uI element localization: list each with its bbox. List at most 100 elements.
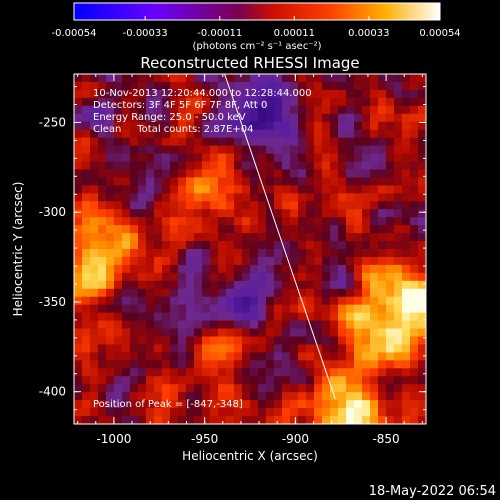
heatmap-cell (274, 113, 283, 123)
heatmap-cell (82, 408, 91, 417)
heatmap-cell (90, 241, 99, 250)
heatmap-cell (266, 129, 275, 139)
heatmap-cell (194, 280, 203, 290)
heatmap-cell (170, 89, 179, 99)
heatmap-cell (162, 408, 171, 417)
heatmap-cell (402, 304, 411, 314)
heatmap-cell (290, 336, 299, 346)
y-tick-label: -350 (39, 295, 66, 309)
heatmap-cell (250, 201, 259, 210)
heatmap-cell (194, 153, 203, 163)
heatmap-cell (418, 89, 426, 99)
heatmap-cell (402, 376, 411, 385)
heatmap-cell (218, 177, 227, 186)
heatmap-cell (194, 344, 203, 353)
heatmap-cell (98, 137, 107, 147)
heatmap-cell (386, 376, 395, 385)
heatmap-cell (410, 280, 419, 290)
heatmap-cell (298, 256, 307, 266)
heatmap-cell (274, 161, 283, 171)
heatmap-cell (82, 241, 91, 250)
heatmap-cell (250, 193, 259, 202)
colorbar-tick-label: 0.00011 (274, 28, 315, 39)
heatmap-cell (370, 89, 379, 99)
heatmap-cell (170, 256, 179, 266)
heatmap-cell (346, 328, 355, 338)
heatmap-cell (178, 185, 187, 194)
heatmap-cell (194, 360, 203, 369)
heatmap-cell (354, 280, 363, 290)
heatmap-cell (74, 185, 83, 194)
heatmap-cell (298, 105, 307, 115)
heatmap-cell (90, 360, 99, 369)
heatmap-cell (274, 105, 283, 115)
heatmap-cell (202, 185, 211, 194)
heatmap-cell (282, 376, 291, 385)
heatmap-cell (362, 145, 371, 155)
heatmap-cell (354, 264, 363, 274)
heatmap-cell (82, 129, 91, 139)
heatmap-cell (130, 304, 139, 314)
heatmap-cell (418, 400, 426, 409)
colorbar: -0.00054 -0.00033 -0.00011 0.00011 0.00033 0.… (52, 2, 461, 52)
heatmap-cell (338, 105, 347, 115)
heatmap-cell (250, 336, 259, 346)
heatmap-cell (378, 328, 387, 338)
heatmap-cell (378, 288, 387, 298)
heatmap-cell (362, 129, 371, 139)
heatmap-cell (370, 217, 379, 226)
heatmap-cell (154, 368, 163, 377)
heatmap-cell (146, 384, 155, 393)
heatmap-cell (74, 384, 83, 393)
heatmap-cell (322, 288, 331, 298)
heatmap-cell (162, 360, 171, 369)
heatmap-cell (138, 209, 147, 218)
heatmap-cell (130, 392, 139, 401)
heatmap-cell (98, 185, 107, 194)
heatmap-cell (410, 288, 419, 298)
heatmap-cell (234, 145, 243, 155)
heatmap-cell (298, 169, 307, 178)
heatmap-cell (82, 400, 91, 409)
heatmap-cell (130, 280, 139, 290)
heatmap-cell (250, 368, 259, 377)
heatmap-cell (82, 264, 91, 274)
heatmap-cell (266, 344, 275, 353)
heatmap-cell (210, 225, 219, 234)
heatmap-cell (322, 217, 331, 226)
heatmap-cell (98, 400, 107, 409)
heatmap-cell (410, 185, 419, 194)
heatmap-cell (386, 169, 395, 178)
heatmap-cell (402, 185, 411, 194)
heatmap-cell (418, 201, 426, 210)
heatmap-cell (98, 121, 107, 131)
heatmap-cell (370, 241, 379, 250)
heatmap-cell (250, 352, 259, 361)
heatmap-cell (402, 89, 411, 99)
heatmap-cell (282, 296, 291, 306)
heatmap-cell (170, 400, 179, 409)
heatmap-cell (242, 105, 251, 115)
heatmap-cell (138, 225, 147, 234)
heatmap-cell (330, 256, 339, 266)
heatmap-cell (74, 225, 83, 234)
heatmap-cell (186, 169, 195, 178)
heatmap-cell (170, 392, 179, 401)
heatmap-cell (386, 280, 395, 290)
heatmap-cell (370, 145, 379, 155)
heatmap-cell (290, 360, 299, 369)
heatmap-cell (354, 137, 363, 147)
heatmap-cell (154, 209, 163, 218)
heatmap-cell (202, 97, 211, 107)
plot-frame (73, 73, 427, 425)
heatmap-cell (354, 352, 363, 361)
heatmap-cell (266, 169, 275, 178)
heatmap-cell (250, 145, 259, 155)
heatmap-cell (122, 121, 131, 131)
heatmap-cell (354, 105, 363, 115)
heatmap-cell (250, 328, 259, 338)
heatmap-cell (178, 392, 187, 401)
heatmap-cell (234, 368, 243, 377)
heatmap-cell (378, 113, 387, 123)
heatmap-cell (338, 272, 347, 282)
